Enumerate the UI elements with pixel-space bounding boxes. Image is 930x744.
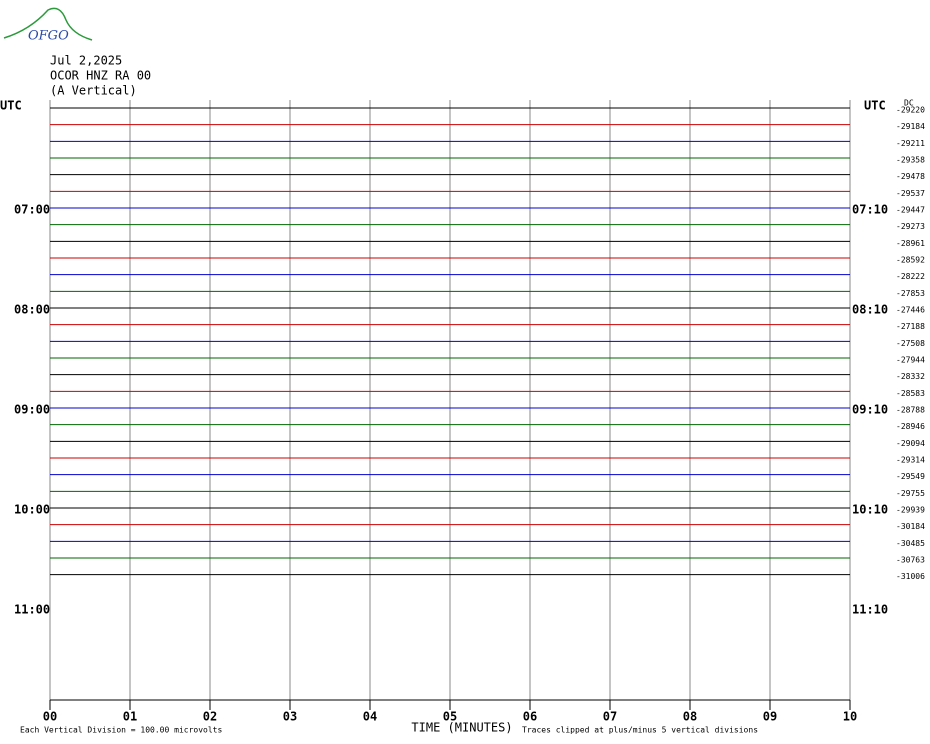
trace-offset: -29478: [896, 172, 925, 181]
x-tick-label: 09: [763, 710, 777, 724]
x-tick-label: 03: [283, 710, 297, 724]
x-tick-label: 10: [843, 710, 857, 724]
trace-offset: -27446: [896, 306, 925, 315]
time-label-left: 08:00: [14, 303, 50, 317]
scale-note: Each Vertical Division = 100.00 microvol…: [20, 726, 222, 735]
utc-left: UTC: [0, 99, 22, 113]
component: (A Vertical): [50, 84, 137, 98]
x-tick-label: 06: [523, 710, 537, 724]
trace-offset: -31006: [896, 572, 925, 581]
trace-offset: -29314: [896, 456, 925, 465]
time-label-right: 09:10: [852, 403, 888, 417]
x-tick-label: 00: [43, 710, 57, 724]
x-axis-title: TIME (MINUTES): [411, 721, 512, 735]
station: OCOR HNZ RA 00: [50, 69, 151, 83]
trace-offset: -29220: [896, 106, 925, 115]
trace-offset: -29184: [896, 122, 925, 131]
trace-offset: -27853: [896, 289, 925, 298]
trace-offset: -27188: [896, 322, 925, 331]
time-label-right: 07:10: [852, 203, 888, 217]
trace-offset: -29094: [896, 439, 925, 448]
x-tick-label: 08: [683, 710, 697, 724]
trace-offset: -28592: [896, 256, 925, 265]
trace-offset: -28583: [896, 389, 925, 398]
trace-offset: -29537: [896, 189, 925, 198]
x-tick-label: 04: [363, 710, 377, 724]
time-label-right: 08:10: [852, 303, 888, 317]
time-label-left: 09:00: [14, 403, 50, 417]
time-label-right: 11:10: [852, 603, 888, 617]
trace-offset: -28332: [896, 372, 925, 381]
x-tick-label: 01: [123, 710, 137, 724]
trace-offset: -27944: [896, 356, 925, 365]
trace-offset: -29358: [896, 156, 925, 165]
x-tick-label: 05: [443, 710, 457, 724]
utc-right: UTC: [864, 99, 886, 113]
time-label-right: 10:10: [852, 503, 888, 517]
trace-offset: -28222: [896, 272, 925, 281]
trace-offset: -30485: [896, 539, 925, 548]
trace-offset: -29939: [896, 506, 925, 515]
trace-offset: -29273: [896, 222, 925, 231]
x-tick-label: 02: [203, 710, 217, 724]
trace-offset: -29755: [896, 489, 925, 498]
logo-hill: [3, 7, 93, 41]
trace-offset: -28961: [896, 239, 925, 248]
logo: OFGO: [28, 29, 69, 44]
time-label-left: 10:00: [14, 503, 50, 517]
trace-offset: -27508: [896, 339, 925, 348]
trace-offset: -28946: [896, 422, 925, 431]
trace-offset: -29549: [896, 472, 925, 481]
time-label-left: 07:00: [14, 203, 50, 217]
trace-offset: -28788: [896, 406, 925, 415]
date: Jul 2,2025: [50, 54, 122, 68]
dc-label: DC: [904, 99, 914, 108]
x-tick-label: 07: [603, 710, 617, 724]
trace-offset: -30763: [896, 556, 925, 565]
trace-offset: -29211: [896, 139, 925, 148]
trace-offset: -29447: [896, 206, 925, 215]
clip-note: Traces clipped at plus/minus 5 vertical …: [522, 726, 758, 735]
trace-offset: -30184: [896, 522, 925, 531]
time-label-left: 11:00: [14, 603, 50, 617]
